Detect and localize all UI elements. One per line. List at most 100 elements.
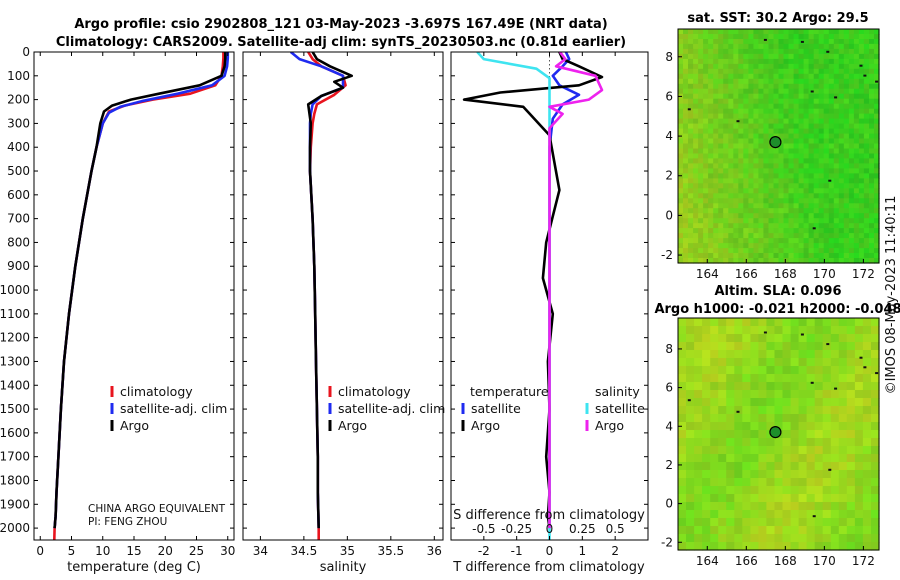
map-cell: [790, 542, 800, 551]
map-cell: [702, 462, 711, 471]
map-cell: [763, 243, 769, 249]
map-cell: [790, 454, 800, 463]
map-cell: [703, 173, 709, 179]
map-x-tick-label: 170: [813, 554, 836, 568]
map-cell: [854, 422, 864, 431]
map-cell: [718, 223, 724, 229]
map-cell: [848, 258, 855, 264]
map-cell: [798, 430, 808, 439]
map-cell: [818, 223, 825, 229]
map-cell: [686, 414, 695, 423]
map-cell: [708, 168, 714, 174]
map-cell: [838, 438, 848, 447]
map-cell: [708, 128, 714, 135]
map-cell: [743, 198, 749, 204]
map-cell: [783, 158, 790, 164]
map-cell: [783, 208, 790, 214]
map-cell: [753, 88, 759, 95]
map-cell: [862, 438, 872, 447]
map-cell: [863, 213, 870, 219]
map-cell: [742, 414, 751, 423]
map-cell: [848, 133, 855, 140]
map-cell: [763, 198, 769, 204]
map-cell: [763, 98, 769, 105]
map-cell: [853, 248, 860, 254]
map-cell: [869, 218, 875, 224]
map-cell: [694, 334, 703, 343]
map-cell: [768, 148, 775, 155]
map-cell: [778, 68, 785, 75]
map-cell: [823, 213, 830, 219]
map-cell: [708, 133, 714, 140]
map-cell: [686, 446, 695, 455]
map-cell: [833, 88, 840, 95]
map-cell: [713, 113, 719, 120]
map-cell: [693, 243, 699, 249]
map-cell: [843, 128, 850, 135]
map-cell: [693, 143, 699, 150]
map-cell: [688, 29, 694, 35]
map-cell: [698, 178, 704, 184]
map-cell: [678, 318, 687, 327]
profile-line-satellite-adj-clim: [53, 52, 230, 529]
map-cell: [823, 53, 830, 60]
map-cell: [688, 78, 694, 85]
map-cell: [702, 518, 711, 527]
map-cell: [793, 138, 800, 145]
map-cell: [863, 103, 870, 110]
map-cell: [783, 178, 790, 184]
map-cell: [838, 366, 848, 375]
x-tick-label: 30: [220, 544, 235, 558]
map-cell: [713, 34, 719, 40]
map-cell: [753, 238, 759, 244]
map-cell: [798, 168, 805, 174]
map-cell: [838, 108, 845, 115]
map-cell: [773, 34, 780, 40]
map-cell: [803, 123, 810, 130]
map-cell: [858, 103, 865, 110]
map-cell: [806, 470, 816, 479]
map-cell: [723, 68, 729, 75]
map-cell: [858, 53, 865, 60]
map-cell: [710, 390, 719, 399]
map-cell: [783, 108, 790, 115]
salinity-panel: 34 34.5 35 35.5 36 salinity climatology sate…: [242, 51, 445, 575]
map-cell: [830, 542, 840, 551]
map-cell: [753, 29, 759, 35]
map-cell: [683, 68, 689, 75]
map-cell: [750, 454, 759, 463]
map-cell: [798, 382, 808, 391]
map-cell: [828, 73, 835, 80]
map-cell: [798, 203, 805, 209]
map-cell: [874, 188, 880, 194]
map-cell: [758, 39, 764, 45]
map-cell: [833, 48, 840, 55]
map-cell: [688, 39, 694, 45]
map-cell: [798, 446, 808, 455]
map-cell: [688, 153, 694, 160]
map-cell: [808, 68, 815, 75]
map-cell: [694, 406, 703, 415]
map-cell: [806, 406, 816, 415]
map-cell: [758, 168, 764, 174]
map-cell: [833, 168, 840, 174]
map-cell: [783, 193, 790, 199]
map-cell: [793, 108, 800, 115]
map-cell: [688, 83, 694, 90]
map-cell: [793, 153, 800, 160]
map-cell: [718, 318, 727, 327]
map-cell: [734, 534, 743, 543]
map-cell: [708, 198, 714, 204]
map-cell: [788, 153, 795, 160]
map-cell: [758, 223, 764, 229]
map-cell: [703, 253, 709, 259]
map-cell: [853, 98, 860, 105]
map-cell: [782, 350, 792, 359]
map-cell: [828, 253, 835, 259]
map-cell: [734, 374, 743, 383]
map-cell: [790, 342, 800, 351]
map-cell: [838, 53, 845, 60]
map-cell: [763, 118, 769, 125]
map-cell: [678, 243, 684, 249]
map-cell: [733, 163, 739, 169]
